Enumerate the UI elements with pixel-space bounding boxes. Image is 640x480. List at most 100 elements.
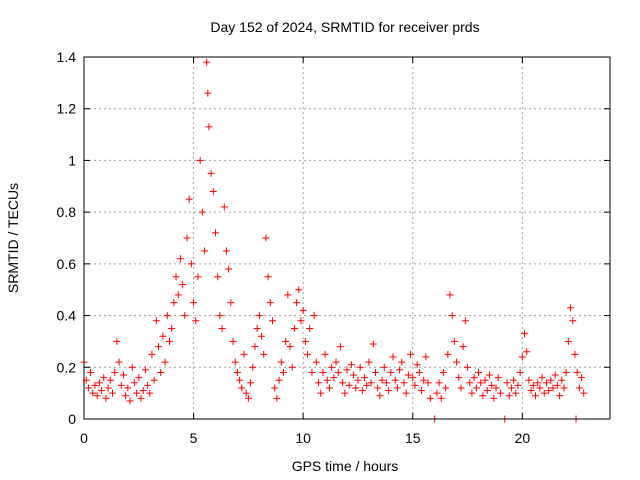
data-point <box>258 332 266 340</box>
data-point <box>222 247 230 255</box>
data-point <box>538 374 546 382</box>
data-point <box>330 374 338 382</box>
data-point <box>578 374 586 382</box>
data-point <box>422 353 430 361</box>
data-point <box>242 389 250 397</box>
data-point <box>293 299 301 307</box>
y-tick-label: 0.6 <box>57 256 77 272</box>
data-point <box>137 394 145 402</box>
data-point <box>150 376 158 384</box>
data-point <box>148 350 156 358</box>
data-point <box>367 379 375 387</box>
data-point <box>580 389 588 397</box>
data-point <box>433 389 441 397</box>
data-point <box>172 273 180 281</box>
data-point <box>196 156 204 164</box>
data-point <box>297 317 305 325</box>
data-point <box>260 350 268 358</box>
data-point <box>157 368 165 376</box>
data-point <box>400 379 408 387</box>
data-point <box>328 363 336 371</box>
data-point <box>573 368 581 376</box>
data-point <box>369 340 377 348</box>
data-point <box>301 337 309 345</box>
data-point <box>225 265 233 273</box>
y-tick-label: 1 <box>68 152 76 168</box>
data-point <box>231 358 239 366</box>
data-point <box>163 312 171 320</box>
data-point <box>547 376 555 384</box>
data-point <box>437 394 445 402</box>
data-point <box>286 343 294 351</box>
data-point <box>396 366 404 374</box>
data-point <box>391 376 399 384</box>
data-point <box>475 368 482 376</box>
data-point <box>468 389 476 397</box>
data-point <box>84 384 92 392</box>
chart-title: Day 152 of 2024, SRMTID for receiver prd… <box>210 19 479 35</box>
data-point <box>450 337 458 345</box>
data-point <box>339 379 347 387</box>
data-point <box>411 381 419 389</box>
data-point <box>310 312 318 320</box>
data-point <box>93 392 101 400</box>
data-point <box>139 387 147 395</box>
data-point <box>312 358 320 366</box>
data-point <box>168 325 176 332</box>
data-point <box>444 350 452 358</box>
data-point <box>356 363 364 371</box>
data-point <box>122 392 130 400</box>
data-point <box>255 312 263 320</box>
data-point <box>227 299 235 307</box>
plot-frame <box>83 56 611 420</box>
data-point <box>332 358 340 366</box>
data-point <box>124 384 132 392</box>
data-point <box>144 381 152 389</box>
data-point <box>562 368 570 376</box>
data-point <box>336 343 344 351</box>
data-point <box>485 371 493 379</box>
data-point <box>560 384 568 392</box>
data-point <box>323 376 331 384</box>
data-point <box>288 363 296 371</box>
y-tick-label: 0 <box>68 411 76 427</box>
data-point <box>494 374 502 382</box>
data-point <box>91 381 99 389</box>
data-point <box>490 394 498 402</box>
data-point <box>378 376 386 384</box>
data-point <box>413 361 421 369</box>
data-point <box>551 371 559 379</box>
data-point <box>170 299 178 307</box>
data-point <box>279 368 287 376</box>
data-point <box>483 387 491 395</box>
data-point <box>439 368 447 376</box>
y-tick-label: 0.2 <box>57 359 77 375</box>
data-point <box>470 374 478 382</box>
data-point <box>220 203 228 211</box>
data-point <box>363 381 371 389</box>
data-point <box>249 363 257 371</box>
data-point <box>455 374 463 382</box>
data-point <box>183 234 191 242</box>
x-axis-ticks: 0 5 10 15 20 <box>80 57 530 446</box>
data-point <box>319 368 327 376</box>
data-point <box>185 195 193 203</box>
data-point <box>488 381 496 389</box>
data-point <box>161 358 169 366</box>
data-point <box>496 389 504 397</box>
data-point <box>128 363 136 371</box>
data-point <box>371 368 379 376</box>
data-point <box>212 229 219 237</box>
x-tick-label: 10 <box>295 430 311 446</box>
data-point <box>521 330 529 338</box>
data-point <box>479 392 487 400</box>
data-point <box>358 387 366 395</box>
data-point <box>295 286 303 294</box>
data-point <box>341 389 349 397</box>
data-point <box>273 394 281 402</box>
data-point <box>179 281 187 289</box>
data-point <box>361 374 369 382</box>
data-point <box>516 368 524 376</box>
data-point <box>108 389 116 397</box>
data-point <box>106 376 114 384</box>
